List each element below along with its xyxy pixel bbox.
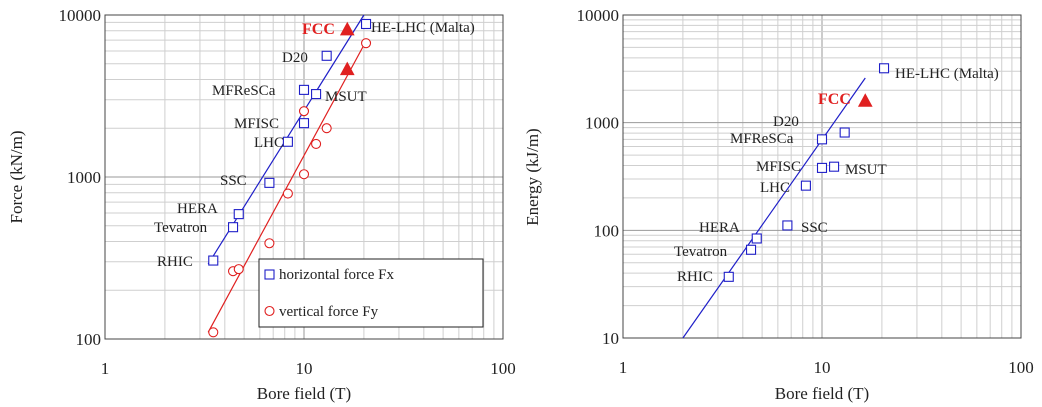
label-d20: D20 <box>773 114 799 130</box>
data-point-circle <box>321 123 332 134</box>
label-d20: D20 <box>282 50 308 66</box>
data-point-circle <box>233 264 244 275</box>
label-tevatron: Tevatron <box>674 244 728 260</box>
label-mfisc: MFISC <box>756 159 801 175</box>
force-chart-point-labels: FCC HE-LHC (Malta) D20 MFReSCa MSUT MFIS… <box>154 20 475 270</box>
label-msut: MSUT <box>845 162 887 178</box>
label-ssc: SSC <box>220 173 247 189</box>
legend-circle-marker <box>264 305 275 317</box>
data-point-circle <box>298 169 310 180</box>
label-ssc: SSC <box>801 220 828 236</box>
legend-box <box>258 258 484 328</box>
data-point-square <box>816 134 828 145</box>
data-point-circle <box>264 238 275 249</box>
label-tevatron: Tevatron <box>154 220 208 236</box>
y-tick-label: 10 <box>602 329 619 348</box>
energy-chart-plot-area <box>622 14 1022 339</box>
energy-chart-point-labels: HE-LHC (Malta) FCC D20 MFReSCa MFISC MSU… <box>674 66 999 285</box>
x-tick-label: 10 <box>814 358 831 377</box>
x-tick-label: 10 <box>296 359 313 378</box>
energy-chart-marks <box>723 63 890 282</box>
y-tick-label: 1000 <box>67 168 101 187</box>
label-hera: HERA <box>699 220 740 236</box>
legend-label-vertical-force: vertical force Fy <box>279 304 379 320</box>
legend-label-horizontal-force: horizontal force Fx <box>279 267 394 283</box>
y-tick-label: 1000 <box>585 114 619 133</box>
label-rhic: RHIC <box>157 254 193 270</box>
force-chart-plot-area <box>104 14 504 340</box>
y-tick-label: 100 <box>76 330 102 349</box>
data-point-square <box>360 18 372 30</box>
data-point-square <box>800 180 811 191</box>
force-chart-tick-labels: 1 10 100 100 1000 10000 <box>59 6 516 378</box>
data-point-square <box>298 84 310 95</box>
data-point-square <box>321 50 332 61</box>
label-lhc: LHC <box>760 180 790 196</box>
data-point-square <box>782 220 793 231</box>
label-lhc: LHC <box>254 135 284 151</box>
label-msut: MSUT <box>325 89 367 105</box>
data-point-square <box>745 244 757 255</box>
label-mfresca: MFReSCa <box>212 83 276 99</box>
data-point-triangle <box>857 93 873 107</box>
data-point-circle <box>311 138 322 149</box>
data-point-square <box>878 63 890 74</box>
data-point-square <box>208 255 219 266</box>
data-point-square <box>723 271 734 282</box>
x-tick-label: 1 <box>619 358 628 377</box>
data-point-circle <box>360 38 372 49</box>
label-fcc: FCC <box>818 91 851 108</box>
data-point-circle <box>298 106 310 117</box>
force-chart-x-axis-label: Bore field (T) <box>257 384 351 403</box>
x-tick-label: 100 <box>1008 358 1034 377</box>
energy-chart-x-axis-label: Bore field (T) <box>775 384 869 403</box>
y-tick-label: 10000 <box>59 6 102 25</box>
fit-line <box>682 77 866 339</box>
data-point-triangle <box>339 61 355 76</box>
force-chart-y-axis-label: Force (kN/m) <box>7 130 26 223</box>
y-tick-label: 100 <box>594 221 620 240</box>
data-point-triangle <box>339 21 355 36</box>
y-tick-label: 10000 <box>577 6 620 25</box>
label-mfresca: MFReSCa <box>730 131 794 147</box>
data-point-circle <box>282 188 293 199</box>
data-point-square <box>233 209 244 220</box>
data-point-square <box>227 222 239 233</box>
data-point-square <box>829 161 840 172</box>
data-point-circle <box>208 327 219 338</box>
label-mfisc: MFISC <box>234 116 279 132</box>
label-fcc: FCC <box>302 21 335 38</box>
label-he-lhc-malta: HE-LHC (Malta) <box>895 66 999 82</box>
label-rhic: RHIC <box>677 269 713 285</box>
force-chart-legend: horizontal force Fx vertical force Fy <box>258 258 484 328</box>
x-tick-label: 100 <box>490 359 516 378</box>
label-hera: HERA <box>177 201 218 217</box>
label-he-lhc-malta: HE-LHC (Malta) <box>371 20 475 36</box>
energy-chart-fit-lines <box>682 77 866 339</box>
force-chart: 1 10 100 100 1000 10000 Bore field (T) Force … <box>7 6 516 403</box>
data-point-square <box>839 127 850 138</box>
fit-line <box>207 40 367 333</box>
energy-chart-y-axis-label: Energy (kJ/m) <box>523 128 542 225</box>
x-tick-label: 1 <box>101 359 110 378</box>
data-point-square <box>298 118 310 129</box>
data-point-square <box>282 136 293 147</box>
data-point-square <box>816 162 828 173</box>
data-point-square <box>751 233 762 244</box>
legend-square-marker <box>264 269 275 280</box>
data-point-square <box>264 177 275 188</box>
energy-chart-grid <box>623 15 1021 338</box>
force-chart-marks <box>208 18 372 338</box>
data-point-square <box>311 89 322 100</box>
